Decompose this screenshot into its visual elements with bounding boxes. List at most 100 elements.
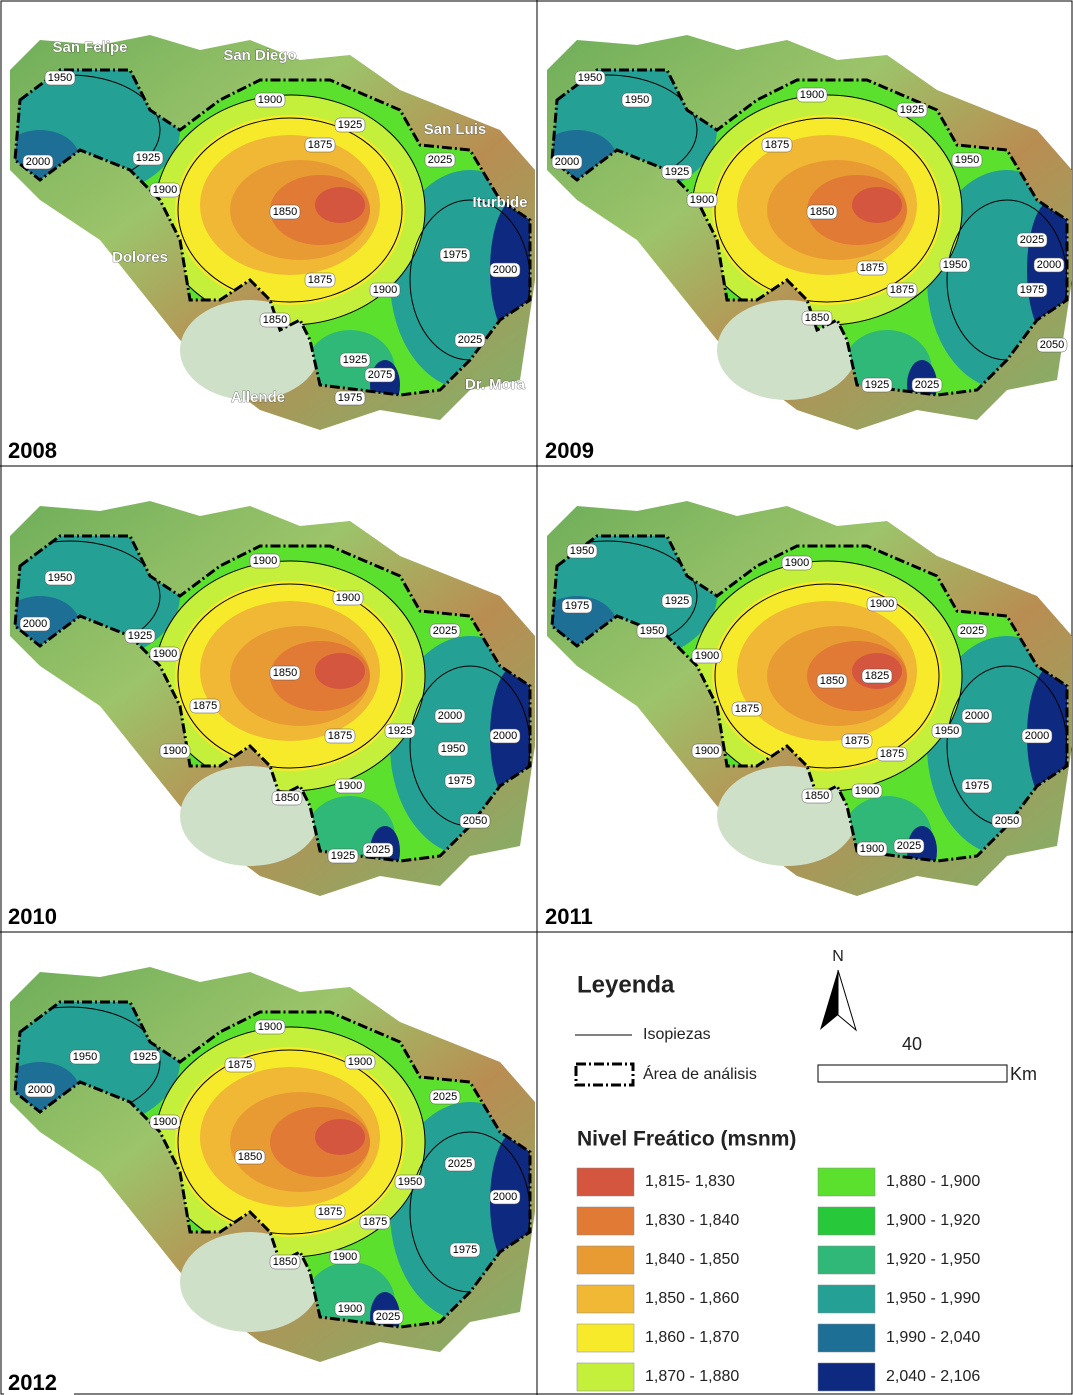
contour-label: 1875	[363, 1216, 387, 1228]
contour-label: 2000	[28, 1084, 52, 1096]
map-panel: 1950 1950 1900 1925 1875 2000 1925 1900 1950 1850…	[497, 0, 1073, 466]
contour-label: 2075	[368, 369, 392, 381]
contour-label: 1975	[338, 392, 362, 404]
place-label: San Felipe	[52, 39, 127, 56]
contour-label: 1975	[565, 600, 589, 612]
legend-swatch	[577, 1207, 634, 1235]
contour-label: 1925	[900, 104, 924, 116]
contour-label: 2000	[493, 1191, 517, 1203]
contour-label: 1950	[48, 72, 72, 84]
contour-label: 1850	[238, 1151, 262, 1163]
legend-class-label: 1,880 - 1,900	[886, 1173, 980, 1190]
legend-swatch	[818, 1246, 875, 1274]
contour-label: 1950	[578, 72, 602, 84]
contour-label: 1900	[690, 194, 714, 206]
contour-label: 2000	[23, 618, 47, 630]
legend-swatch	[818, 1285, 875, 1313]
contour-label: 1875	[318, 1206, 342, 1218]
contour-label: 1900	[870, 598, 894, 610]
legend-swatch	[818, 1324, 875, 1352]
scale-bar	[818, 1065, 1007, 1082]
map-panel: 1950190019251875200019251900202518501975…	[0, 0, 550, 466]
place-label: Dolores	[112, 249, 168, 266]
legend-swatch	[577, 1324, 634, 1352]
contour-label: 2000	[555, 156, 579, 168]
legend-class-label: 1,830 - 1,840	[645, 1212, 739, 1229]
contour-label: 1925	[865, 379, 889, 391]
contour-label: 1850	[263, 314, 287, 326]
legend-classes-title: Nivel Freático (msnm)	[577, 1128, 796, 1151]
contour-label: 1850	[273, 667, 297, 679]
legend-line-label: Isopiezas	[643, 1026, 711, 1043]
contour-label: 1975	[453, 1244, 477, 1256]
contour-label: 1850	[805, 312, 829, 324]
contour-label: 1975	[965, 780, 989, 792]
contour-label: 1825	[865, 670, 889, 682]
contour-label: 1900	[153, 648, 177, 660]
contour-label: 1950	[398, 1176, 422, 1188]
legend-class-label: 1,815- 1,830	[645, 1173, 735, 1190]
contour-label: 2025	[428, 154, 452, 166]
contour-label: 1875	[845, 735, 869, 747]
contour-label: 2025	[433, 625, 457, 637]
contour-label: 1950	[640, 625, 664, 637]
contour-label: 1875	[328, 730, 352, 742]
contour-label: 1900	[253, 555, 277, 567]
contour-label: 2000	[1025, 730, 1049, 742]
place-label: San Luis	[424, 121, 487, 138]
contour-label: 1875	[228, 1059, 252, 1071]
contour-label: 1850	[273, 206, 297, 218]
legend-swatch	[818, 1207, 875, 1235]
place-label: Dr. Mora	[465, 376, 526, 393]
contour-label: 2025	[433, 1091, 457, 1103]
legend-title: Leyenda	[577, 971, 675, 998]
legend-swatch	[818, 1363, 875, 1391]
legend-class-label: 1,850 - 1,860	[645, 1290, 739, 1307]
contour-label: 1900	[258, 94, 282, 106]
contour-label: 1850	[810, 206, 834, 218]
legend: Leyenda Isopiezas Área de análisis N 40 …	[575, 948, 1037, 1391]
figure: Leyenda Isopiezas Área de análisis N 40 …	[0, 0, 1073, 1395]
contour-label: 1900	[258, 1021, 282, 1033]
contour-label: 1900	[800, 89, 824, 101]
contour-label: 1875	[735, 703, 759, 715]
contour-label: 1950	[48, 572, 72, 584]
contour-label: 1975	[448, 775, 472, 787]
map-panel: 1900195019002000202519251900185018751925…	[0, 466, 550, 932]
contour-label: 1875	[765, 139, 789, 151]
contour-label: 1950	[935, 725, 959, 737]
north-arrow	[820, 970, 838, 1030]
contour-label: 1950	[625, 94, 649, 106]
contour-label: 1900	[860, 843, 884, 855]
contour-label: 1900	[338, 1303, 362, 1315]
contour-label: 1900	[855, 785, 879, 797]
contour-label: 1950	[73, 1051, 97, 1063]
contour-label: 1875	[890, 284, 914, 296]
contour-label: 1875	[308, 139, 332, 151]
contour-label: 1850	[820, 675, 844, 687]
contour-label: 2000	[438, 710, 462, 722]
contour-label: 1925	[338, 119, 362, 131]
contour-label: 1925	[133, 1051, 157, 1063]
contour-label: 2025	[366, 844, 390, 856]
contour-label: 1950	[955, 154, 979, 166]
zone	[315, 653, 365, 689]
contour-label: 2000	[1037, 259, 1061, 271]
contour-label: 1975	[1020, 284, 1044, 296]
contour-label: 2000	[965, 710, 989, 722]
panel-year: 2009	[545, 438, 594, 463]
contour-label: 1900	[333, 1251, 357, 1263]
scale-value: 40	[902, 1034, 922, 1054]
contour-label: 1950	[943, 259, 967, 271]
place-label: Iturbide	[473, 194, 528, 211]
panel-year: 2011	[545, 904, 593, 929]
legend-class-label: 1,840 - 1,850	[645, 1251, 739, 1268]
place-label: Allende	[231, 389, 285, 406]
panel-year: 2008	[8, 438, 57, 463]
north-arrow	[838, 970, 856, 1030]
contour-label: 1875	[880, 748, 904, 760]
north-label: N	[832, 948, 844, 965]
contour-label: 1900	[695, 745, 719, 757]
contour-label: 1900	[373, 284, 397, 296]
